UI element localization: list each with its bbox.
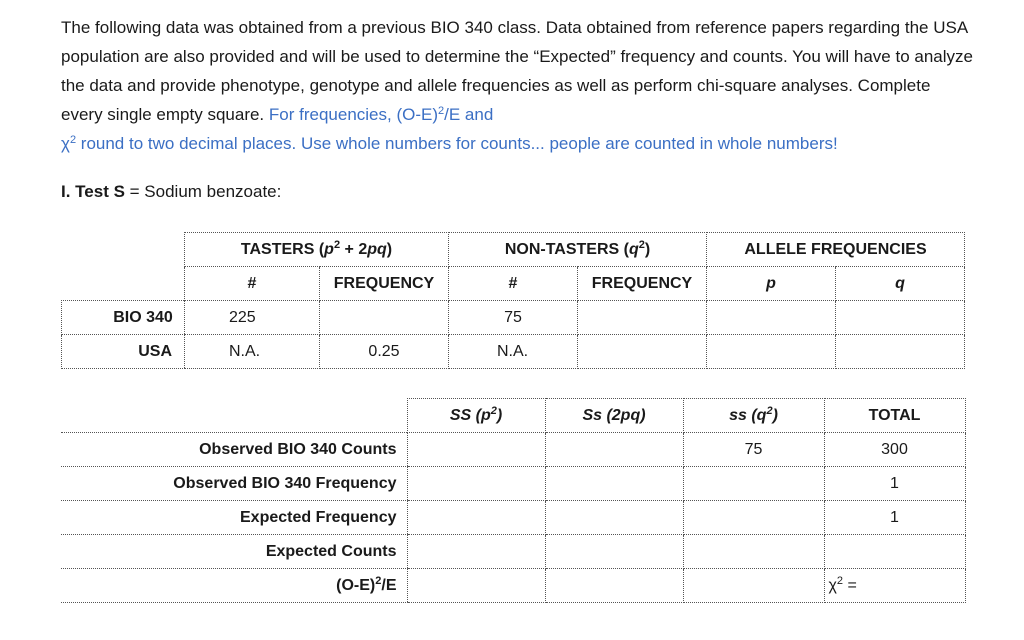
cell-ss[interactable] [683, 466, 825, 501]
ss-mixed-header: Ss (2pq) [545, 398, 684, 433]
cell-tasters-count: 225 [184, 300, 320, 335]
table-row: Observed BIO 340 Counts 75 300 [61, 432, 966, 467]
ss-upper-header: SS (p2) [406, 398, 546, 433]
cell-non-tasters-count: N.A. [448, 334, 578, 369]
cell-non-tasters-frequency[interactable] [577, 300, 707, 335]
table-row: Observed BIO 340 Frequency 1 [61, 466, 966, 501]
cell-Ss[interactable] [545, 432, 684, 467]
row-label-expected-counts: Expected Counts [61, 534, 407, 569]
row-label-usa: USA [61, 334, 185, 369]
table-row: USA N.A. 0.25 N.A. [61, 334, 965, 369]
cell-q[interactable] [835, 334, 965, 369]
cell-tasters-frequency[interactable] [319, 300, 449, 335]
tasters-header: TASTERS (p2 + 2pq) [184, 232, 449, 267]
cell-total: 1 [824, 500, 966, 535]
non-tasters-count-header: # [448, 266, 578, 301]
cell-oe-Ss[interactable] [545, 568, 684, 603]
p-header: p [706, 266, 836, 301]
table-row: Expected Frequency 1 [61, 500, 966, 535]
cell-total: 1 [824, 466, 966, 501]
chi-square-cell[interactable]: χ2 = [824, 568, 966, 603]
cell-Ss[interactable] [545, 534, 684, 569]
tasters-count-header: # [184, 266, 320, 301]
row-label-oe-squared: (O-E)2/E [61, 568, 407, 603]
cell-Ss[interactable] [545, 466, 684, 501]
cell-oe-ss[interactable] [683, 568, 825, 603]
table-row: (O-E)2/E χ2 = [61, 568, 966, 603]
total-header: TOTAL [824, 398, 966, 433]
q-header: q [835, 266, 965, 301]
cell-SS[interactable] [406, 534, 546, 569]
genotype-table: SS (p2) Ss (2pq) ss (q2) TOTAL Observed … [61, 398, 966, 603]
cell-total[interactable] [824, 534, 966, 569]
cell-non-tasters-count: 75 [448, 300, 578, 335]
cell-tasters-frequency: 0.25 [319, 334, 449, 369]
non-tasters-frequency-header: FREQUENCY [577, 266, 707, 301]
cell-non-tasters-frequency[interactable] [577, 334, 707, 369]
cell-tasters-count: N.A. [184, 334, 320, 369]
rounding-instructions: For frequencies, (O-E)2/E and χ2 round to… [61, 105, 838, 153]
tasters-frequency-header: FREQUENCY [319, 266, 449, 301]
ss-lower-header: ss (q2) [683, 398, 825, 433]
table-row: BIO 340 225 75 [61, 300, 965, 335]
cell-Ss[interactable] [545, 500, 684, 535]
section-title: I. Test S = Sodium benzoate: [61, 182, 282, 201]
row-label-expected-frequency: Expected Frequency [61, 500, 407, 535]
cell-total: 300 [824, 432, 966, 467]
row-label-bio340: BIO 340 [61, 300, 185, 335]
instructions-text: The following data was obtained from a p… [61, 18, 973, 124]
cell-ss[interactable] [683, 534, 825, 569]
cell-ss: 75 [683, 432, 825, 467]
cell-SS[interactable] [406, 500, 546, 535]
table-row: Expected Counts [61, 534, 966, 569]
cell-q[interactable] [835, 300, 965, 335]
cell-SS[interactable] [406, 466, 546, 501]
row-label-observed-counts: Observed BIO 340 Counts [61, 432, 407, 467]
row-label-observed-frequency: Observed BIO 340 Frequency [61, 466, 407, 501]
instructions-paragraph: The following data was obtained from a p… [61, 13, 976, 158]
allele-frequencies-header: ALLELE FREQUENCIES [706, 232, 965, 267]
non-tasters-header: NON-TASTERS (q2) [448, 232, 707, 267]
frequency-table: TASTERS (p2 + 2pq) NON-TASTERS (q2) ALLE… [61, 232, 965, 369]
cell-p[interactable] [706, 334, 836, 369]
cell-SS[interactable] [406, 432, 546, 467]
cell-oe-SS[interactable] [406, 568, 546, 603]
cell-ss[interactable] [683, 500, 825, 535]
cell-p[interactable] [706, 300, 836, 335]
